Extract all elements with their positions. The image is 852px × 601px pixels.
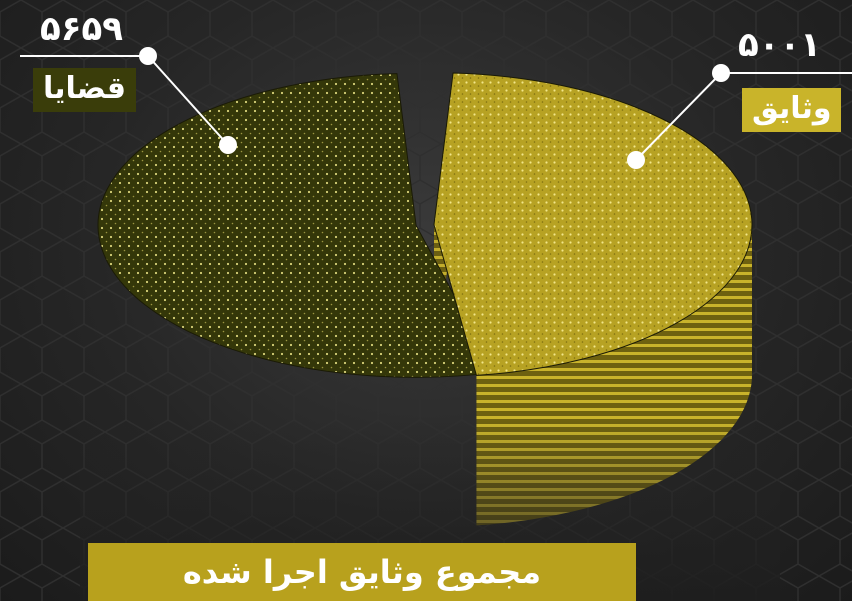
callout-dot xyxy=(139,47,157,65)
callout-dot xyxy=(712,64,730,82)
footer-banner: مجموع وثایق اجرا شده xyxy=(88,543,636,601)
slice-category-label: وثایق xyxy=(742,88,842,132)
pie-slice xyxy=(97,73,497,378)
slice-category-label: قضایا xyxy=(33,68,136,112)
pie-slice xyxy=(433,72,753,376)
callout-dot xyxy=(627,151,645,169)
slice-value-label: ۵۰۰۱ xyxy=(738,25,822,65)
callout-dot xyxy=(219,136,237,154)
slice-value-label: ۵۶۵۹ xyxy=(40,9,124,49)
